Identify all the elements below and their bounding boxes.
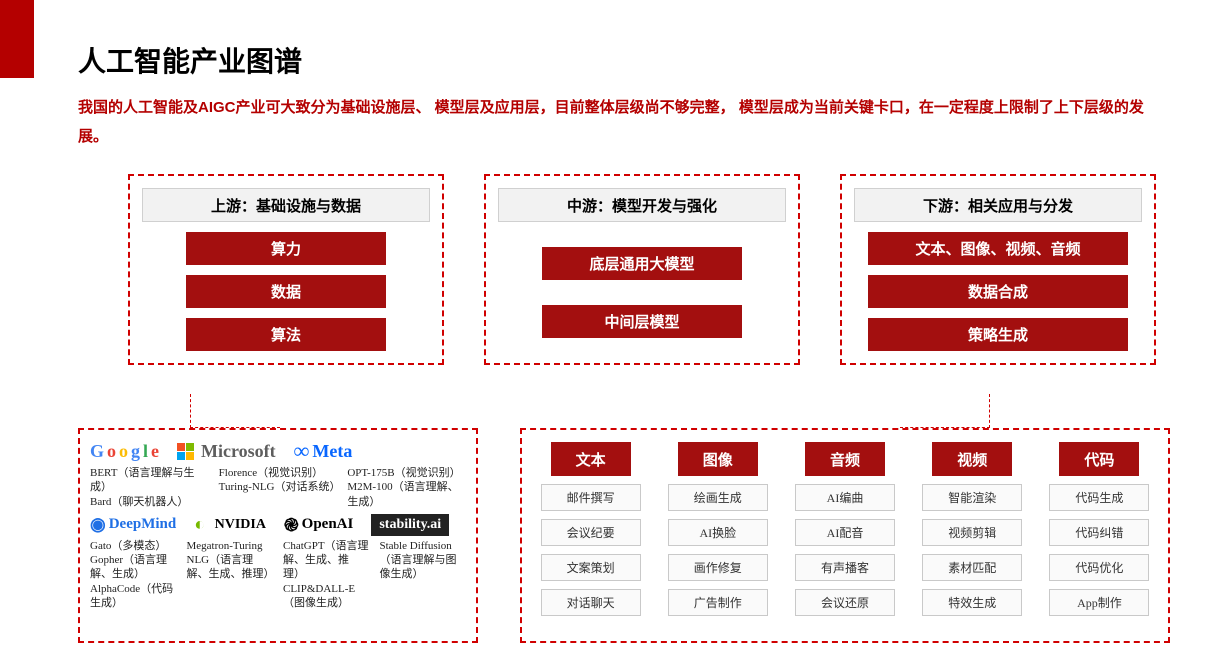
app-item: 会议纪要 bbox=[541, 519, 641, 546]
logo-row-2: ◉DeepMind ◐ NVIDIA ֎OpenAI stability.ai bbox=[90, 513, 466, 537]
app-item: AI配音 bbox=[795, 519, 895, 546]
app-item: 绘画生成 bbox=[668, 484, 768, 511]
app-column: 图像绘画生成 AI换脸画作修复广告制作 bbox=[661, 442, 774, 629]
stability-logo: stability.ai bbox=[371, 514, 449, 536]
accent-bar bbox=[0, 0, 34, 78]
upstream-item: 算法 bbox=[186, 318, 386, 351]
app-column: 文本邮件撰写会议纪要文案策划对话聊天 bbox=[534, 442, 647, 629]
stability-models: Stable Diffusion（语言理解与图像生成） bbox=[380, 539, 467, 610]
app-head: 代码 bbox=[1059, 442, 1139, 476]
companies-box: Google Microsoft ∞Meta BERT（语言理解与生成） Bar… bbox=[78, 428, 478, 643]
nvidia-logo: ◐ NVIDIA bbox=[194, 514, 266, 535]
app-head: 音频 bbox=[805, 442, 885, 476]
downstream-head: 下游：相关应用与分发 bbox=[854, 188, 1142, 222]
logo-row-1: Google Microsoft ∞Meta bbox=[90, 438, 466, 464]
app-column: 代码代码生成代码纠错代码优化 App制作 bbox=[1043, 442, 1156, 629]
openai-models: ChatGPT（语言理解、生成、推理） CLIP&DALL-E（图像生成） bbox=[283, 539, 370, 610]
downstream-item: 数据合成 bbox=[868, 275, 1128, 308]
page-title: 人工智能产业图谱 bbox=[78, 40, 302, 80]
models-row-1: BERT（语言理解与生成） Bard（聊天机器人） Florence（视觉识别）… bbox=[90, 466, 466, 509]
apps-box: 文本邮件撰写会议纪要文案策划对话聊天图像绘画生成AI换脸画作修复广告制作音频AI… bbox=[520, 428, 1170, 643]
upstream-head: 上游：基础设施与数据 bbox=[142, 188, 430, 222]
app-item: 素材匹配 bbox=[922, 554, 1022, 581]
microsoft-logo: Microsoft bbox=[177, 441, 276, 462]
downstream-box: 下游：相关应用与分发 文本、图像、视频、音频 数据合成 策略生成 bbox=[840, 174, 1156, 365]
midstream-item: 中间层模型 bbox=[542, 305, 742, 338]
upstream-item: 数据 bbox=[186, 275, 386, 308]
app-item: App制作 bbox=[1049, 589, 1149, 616]
app-item: 特效生成 bbox=[922, 589, 1022, 616]
app-item: 代码纠错 bbox=[1049, 519, 1149, 546]
app-item: 广告制作 bbox=[668, 589, 768, 616]
google-models: BERT（语言理解与生成） Bard（聊天机器人） bbox=[90, 466, 209, 509]
subtitle: 我国的人工智能及AIGC产业可大致分为基础设施层、 模型层及应用层，目前整体层级… bbox=[78, 94, 1158, 151]
midstream-item: 底层通用大模型 bbox=[542, 247, 742, 280]
deepmind-models: Gato（多模态） Gopher（语言理解、生成） AlphaCode（代码生成… bbox=[90, 539, 177, 610]
app-item: AI编曲 bbox=[795, 484, 895, 511]
connector-left bbox=[190, 394, 280, 428]
openai-logo: ֎OpenAI bbox=[284, 513, 353, 537]
app-head: 文本 bbox=[551, 442, 631, 476]
deepmind-logo: ◉DeepMind bbox=[90, 514, 176, 535]
app-column: 音频 AI编曲 AI配音有声播客会议还原 bbox=[788, 442, 901, 629]
app-head: 图像 bbox=[678, 442, 758, 476]
meta-logo: ∞Meta bbox=[294, 438, 353, 464]
downstream-item: 文本、图像、视频、音频 bbox=[868, 232, 1128, 265]
models-row-2: Gato（多模态） Gopher（语言理解、生成） AlphaCode（代码生成… bbox=[90, 539, 466, 610]
nvidia-models: Megatron-Turing NLG（语言理解、生成、推理） bbox=[187, 539, 274, 610]
top-row: 上游：基础设施与数据 算力 数据 算法 中游：模型开发与强化 底层通用大模型 中… bbox=[128, 174, 1156, 365]
app-item: 对话聊天 bbox=[541, 589, 641, 616]
upstream-item: 算力 bbox=[186, 232, 386, 265]
app-item: AI换脸 bbox=[668, 519, 768, 546]
connector-right bbox=[900, 394, 990, 428]
app-item: 有声播客 bbox=[795, 554, 895, 581]
app-item: 邮件撰写 bbox=[541, 484, 641, 511]
app-item: 代码优化 bbox=[1049, 554, 1149, 581]
app-column: 视频智能渲染视频剪辑素材匹配特效生成 bbox=[916, 442, 1029, 629]
app-item: 代码生成 bbox=[1049, 484, 1149, 511]
midstream-box: 中游：模型开发与强化 底层通用大模型 中间层模型 bbox=[484, 174, 800, 365]
google-logo: Google bbox=[90, 441, 159, 462]
app-item: 画作修复 bbox=[668, 554, 768, 581]
downstream-item: 策略生成 bbox=[868, 318, 1128, 351]
midstream-head: 中游：模型开发与强化 bbox=[498, 188, 786, 222]
upstream-box: 上游：基础设施与数据 算力 数据 算法 bbox=[128, 174, 444, 365]
app-head: 视频 bbox=[932, 442, 1012, 476]
app-item: 智能渲染 bbox=[922, 484, 1022, 511]
app-item: 文案策划 bbox=[541, 554, 641, 581]
microsoft-models: Florence（视觉识别） Turing-NLG（对话系统） bbox=[219, 466, 338, 509]
app-item: 视频剪辑 bbox=[922, 519, 1022, 546]
app-item: 会议还原 bbox=[795, 589, 895, 616]
meta-models: OPT-175B（视觉识别） M2M-100（语言理解、生成） bbox=[347, 466, 466, 509]
